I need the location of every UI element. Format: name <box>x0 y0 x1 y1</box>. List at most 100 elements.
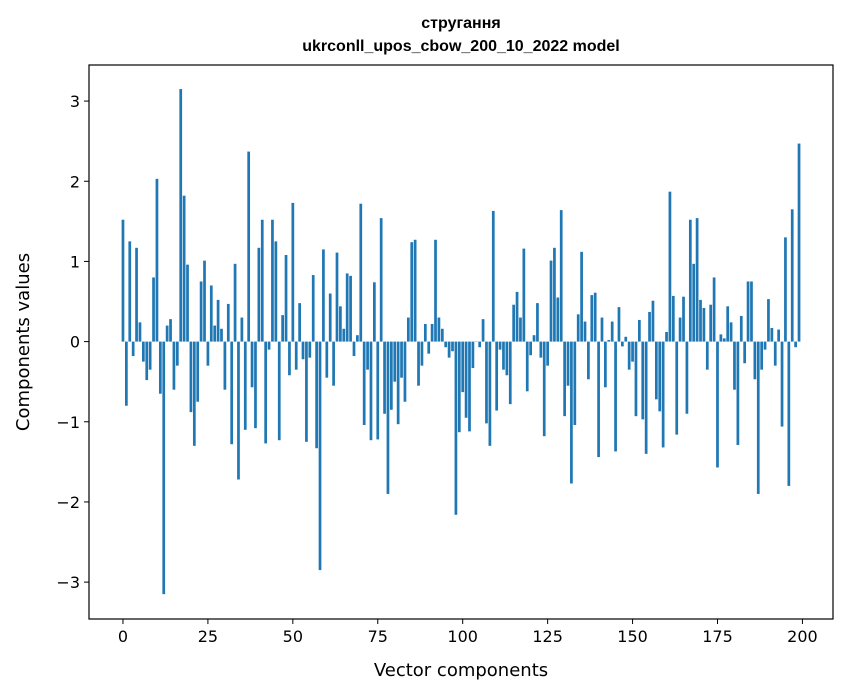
bar <box>627 341 631 370</box>
bar <box>729 322 733 342</box>
bar <box>716 341 719 468</box>
bar <box>226 303 230 342</box>
bar <box>308 341 312 358</box>
bar <box>688 219 692 342</box>
bar <box>515 291 519 342</box>
bar <box>423 323 427 342</box>
bar <box>131 341 135 357</box>
bar <box>318 341 322 571</box>
bar <box>624 336 628 342</box>
bar <box>797 143 801 342</box>
bar <box>610 321 614 342</box>
x-axis-ticks: 0 25 50 75 100 125 150 175 200 <box>118 619 818 646</box>
bar <box>213 325 217 342</box>
bar <box>335 252 339 342</box>
bar <box>641 341 645 420</box>
y-tick-label: 0 <box>70 333 80 352</box>
bar <box>332 341 335 386</box>
bar <box>498 341 502 350</box>
bar <box>777 329 780 342</box>
bar <box>760 341 764 370</box>
bar <box>128 241 132 342</box>
bar <box>478 341 482 348</box>
bar <box>142 341 145 362</box>
bar <box>519 317 522 342</box>
bar <box>345 273 349 342</box>
bar <box>529 341 532 356</box>
bar <box>491 210 495 342</box>
bar <box>705 341 709 370</box>
bar <box>532 335 536 342</box>
bar <box>573 341 577 425</box>
bar <box>420 341 424 366</box>
bar <box>328 293 332 342</box>
bar <box>206 341 210 366</box>
bar <box>784 237 787 342</box>
bar <box>685 341 689 414</box>
bar <box>525 341 529 392</box>
bar <box>162 341 166 595</box>
bar <box>169 319 172 342</box>
bar <box>434 239 437 342</box>
bar <box>454 341 458 515</box>
bar <box>393 341 397 382</box>
bar <box>172 341 176 390</box>
x-tick-label: 150 <box>617 627 648 646</box>
bar <box>175 341 179 366</box>
bar <box>192 341 196 446</box>
bar <box>661 341 665 448</box>
bar <box>264 341 268 444</box>
bar <box>576 314 580 342</box>
bar <box>427 341 431 354</box>
bar <box>121 219 125 342</box>
bar <box>451 341 454 352</box>
bar <box>505 341 509 376</box>
x-tick-label: 175 <box>702 627 733 646</box>
bar <box>638 319 641 342</box>
bar <box>315 341 318 449</box>
bar <box>549 260 553 342</box>
bar <box>359 203 363 342</box>
bar <box>780 341 784 427</box>
bar <box>468 341 471 432</box>
bar <box>447 341 451 358</box>
bar <box>223 341 227 390</box>
bar <box>230 341 234 445</box>
bar <box>536 303 539 342</box>
bar <box>634 341 638 417</box>
bar <box>413 239 417 342</box>
bar <box>621 341 624 347</box>
plot-frame <box>88 64 834 620</box>
bar <box>583 321 587 342</box>
bar <box>444 341 448 348</box>
x-tick-label: 75 <box>368 627 388 646</box>
bar <box>186 264 189 342</box>
bar <box>750 281 753 342</box>
y-tick-label: −1 <box>56 413 80 432</box>
bar <box>366 341 369 370</box>
bar <box>678 317 682 342</box>
bar <box>570 341 573 484</box>
bar <box>719 334 723 342</box>
bar <box>271 219 274 342</box>
bar <box>665 331 668 342</box>
bar <box>349 275 352 342</box>
bar <box>695 218 699 342</box>
bar <box>386 341 390 494</box>
bar <box>379 218 383 342</box>
bar <box>658 341 662 412</box>
bar <box>790 209 794 342</box>
bar <box>135 247 138 342</box>
bar <box>396 341 400 425</box>
bar <box>726 306 730 342</box>
bar <box>614 341 617 452</box>
bar <box>281 315 284 342</box>
bar <box>546 341 549 366</box>
bar <box>362 341 366 425</box>
bar <box>675 341 679 435</box>
bar <box>182 195 186 342</box>
bar <box>563 341 566 417</box>
y-tick-label: −3 <box>56 573 80 592</box>
bar <box>383 341 386 414</box>
